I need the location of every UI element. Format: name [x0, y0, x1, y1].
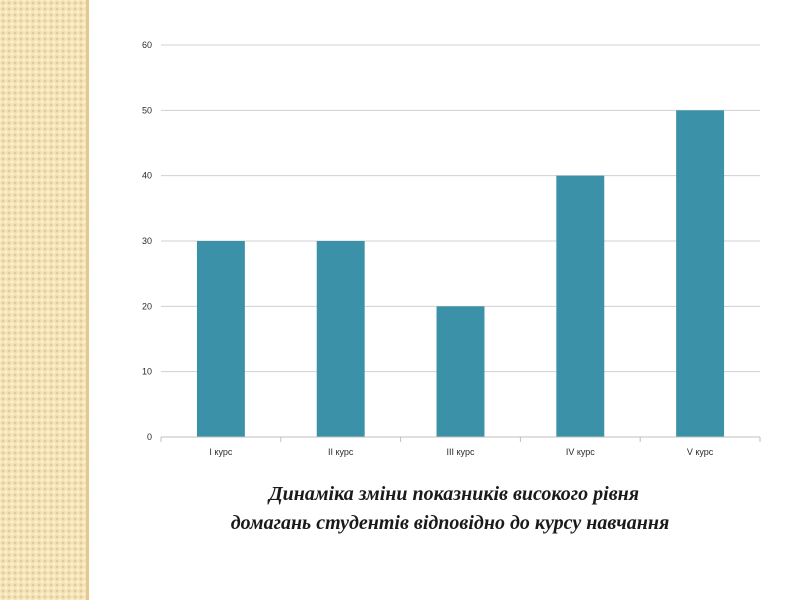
caption-line-2: домагань студентів відповідно до курсу н… [230, 512, 670, 534]
bar-4 [556, 175, 605, 437]
y-tick-label-10: 10 [142, 367, 152, 377]
bar-2 [316, 241, 365, 437]
axis-labels: 0 10 20 30 40 50 60 I курс II курс III курс IV кур… [142, 40, 714, 457]
y-tick-label-0: 0 [147, 432, 152, 442]
bar-1 [196, 241, 245, 437]
y-tick-label-20: 20 [142, 301, 152, 311]
y-tick-label-40: 40 [142, 171, 152, 181]
gridlines [161, 44, 760, 373]
chart-caption: Динаміка зміни показників високого рівня… [140, 480, 760, 538]
bar-5 [676, 110, 725, 437]
bar-chart: 0 10 20 30 40 50 60 I курс II курс III курс IV кур… [142, 40, 761, 457]
bars [196, 110, 725, 437]
x-category-label-2: II курс [328, 447, 354, 457]
decorative-side-strip [0, 0, 86, 600]
y-tick-label-50: 50 [142, 105, 152, 115]
side-strip-border [86, 0, 89, 600]
axes [160, 436, 761, 442]
x-category-label-4: IV курс [566, 447, 595, 457]
y-tick-label-30: 30 [142, 236, 152, 246]
y-tick-label-60: 60 [142, 40, 152, 50]
x-category-label-1: I курс [209, 447, 232, 457]
bar-3 [436, 306, 485, 437]
x-category-label-3: III курс [447, 447, 475, 457]
x-category-label-5: V курс [687, 447, 714, 457]
chart-canvas: 0 10 20 30 40 50 60 I курс II курс III курс IV кур… [142, 40, 761, 457]
caption-line-1: Динаміка зміни показників високого рівня [268, 483, 640, 505]
